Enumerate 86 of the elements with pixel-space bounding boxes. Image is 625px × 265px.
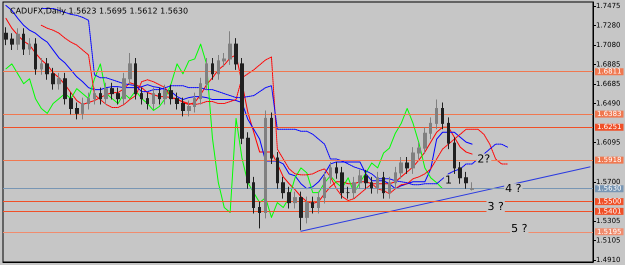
candlestick (240, 57, 244, 145)
candlestick (128, 52, 132, 86)
candlestick (51, 67, 55, 90)
candlestick (234, 38, 238, 70)
candlestick (57, 72, 61, 90)
annotation: 2? (477, 152, 490, 166)
candlestick (435, 99, 438, 130)
candlestick (175, 92, 179, 110)
candlestick (470, 182, 474, 191)
candlestick (458, 161, 462, 184)
candlestick (258, 201, 261, 229)
candlestick (453, 136, 456, 174)
candlestick (364, 169, 368, 190)
candlestick (181, 97, 185, 117)
candlestick (222, 52, 226, 68)
candlestick (293, 191, 297, 210)
candlestick (75, 102, 79, 120)
candlestick (211, 57, 214, 80)
candlestick (346, 186, 350, 200)
candlestick (63, 72, 67, 106)
candlestick (246, 132, 250, 190)
candlestick (329, 161, 332, 184)
candlestick (358, 169, 362, 190)
annotation: 1 (444, 173, 452, 186)
candlestick (376, 171, 379, 194)
candlestick (134, 57, 137, 100)
candlestick (287, 186, 291, 210)
candlestick (140, 87, 143, 106)
candlestick (299, 191, 303, 231)
candlestick (22, 28, 25, 56)
candlestick (335, 161, 338, 180)
candlestick (69, 92, 73, 115)
line-series (5, 44, 444, 218)
candlestick (447, 116, 450, 150)
candlestick (187, 100, 191, 117)
candlestick (340, 166, 344, 200)
candlestick (28, 38, 31, 56)
candlestick (317, 191, 320, 214)
candlestick (93, 87, 96, 106)
candlestick (110, 82, 114, 100)
candlestick (464, 171, 468, 190)
candlestick (199, 77, 202, 106)
candlestick (81, 97, 84, 120)
candlestick (122, 72, 126, 106)
candlestick (87, 92, 90, 110)
candlestick (305, 196, 309, 224)
candlestick (370, 176, 373, 194)
candlestick (10, 32, 14, 51)
candlestick (429, 116, 432, 140)
candlestick (163, 84, 167, 106)
candlestick (411, 146, 415, 174)
candlestick (40, 57, 43, 76)
candlestick (394, 166, 397, 190)
candlestick (4, 26, 8, 46)
candlestick (104, 82, 108, 106)
candlestick (228, 30, 232, 66)
candlestick (405, 156, 409, 174)
candlestick (382, 171, 385, 200)
candlestick (193, 92, 196, 113)
candlestick (116, 87, 120, 106)
candlestick (264, 110, 267, 219)
annotation: 5 ? (511, 222, 528, 235)
candlestick (441, 102, 444, 130)
candlestick (99, 87, 102, 106)
candlestick (388, 176, 391, 200)
candlestick (323, 171, 326, 204)
candlestick (276, 152, 279, 190)
candlestick (205, 57, 208, 90)
candlestick (45, 57, 49, 80)
candlestick (152, 87, 155, 110)
candlestick (399, 156, 403, 180)
annotation: 4 ? (505, 182, 522, 196)
candlestick (281, 176, 285, 200)
candlestick (311, 196, 314, 214)
candlestick (417, 142, 421, 160)
candlestick (34, 38, 37, 76)
candlestick (146, 92, 149, 110)
candlestick (252, 176, 255, 214)
candlestick (352, 176, 356, 200)
candlestick (217, 54, 220, 80)
candlestick (16, 28, 20, 51)
annotation: 3 ? (487, 200, 504, 214)
candlestick (169, 84, 173, 106)
candlestick (270, 112, 273, 164)
candlestick (158, 87, 161, 106)
candlestick (423, 126, 427, 155)
